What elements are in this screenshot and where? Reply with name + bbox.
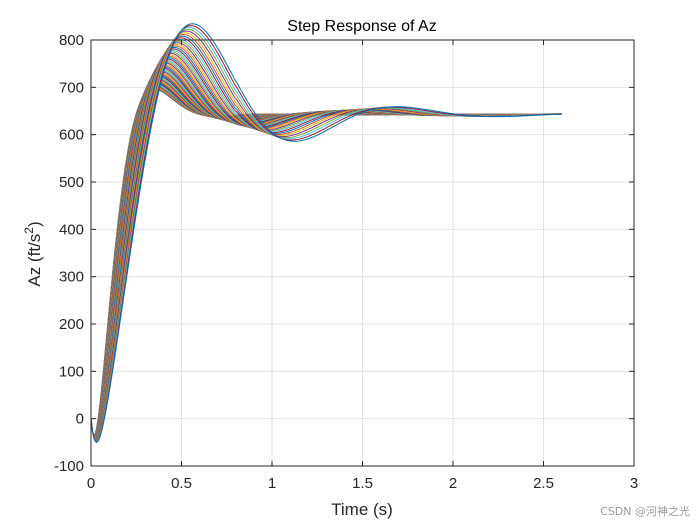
- x-tick-label: 2.5: [533, 475, 554, 492]
- y-tick-label: 300: [59, 269, 84, 286]
- x-tick-label: 0.5: [171, 475, 192, 492]
- y-tick-label: 700: [59, 79, 84, 96]
- x-tick-label: 2: [449, 475, 457, 492]
- y-tick-label: 0: [76, 411, 84, 428]
- ticks: 0 0.5 1 1.5 2 2.5 3-10001002003004005006007008…: [54, 32, 638, 492]
- watermark-text: CSDN @河神之光: [600, 504, 690, 518]
- x-tick-label: 1.5: [352, 475, 373, 492]
- y-axis-label: Az (ft/s2): [22, 221, 44, 286]
- y-axis-label-superscript: 2: [22, 227, 36, 234]
- y-tick-label: 500: [59, 174, 84, 191]
- series-group: [90, 23, 562, 444]
- y-tick-label: 400: [59, 221, 84, 238]
- y-axis-label-base: Az (ft/s: [25, 234, 44, 287]
- y-tick-label: 600: [59, 127, 84, 144]
- x-axis-label: Time (s): [331, 500, 393, 519]
- y-tick-label: -100: [54, 458, 84, 475]
- y-tick-label: 800: [59, 32, 84, 49]
- y-tick-label: 100: [59, 363, 84, 380]
- x-tick-label: 3: [630, 475, 638, 492]
- y-tick-label: 200: [59, 316, 84, 333]
- chart-title: Step Response of Az: [287, 18, 436, 35]
- x-tick-label: 0: [87, 475, 95, 492]
- y-axis-label-end: ): [25, 221, 44, 227]
- x-tick-label: 1: [268, 475, 276, 492]
- response-line: [90, 23, 562, 444]
